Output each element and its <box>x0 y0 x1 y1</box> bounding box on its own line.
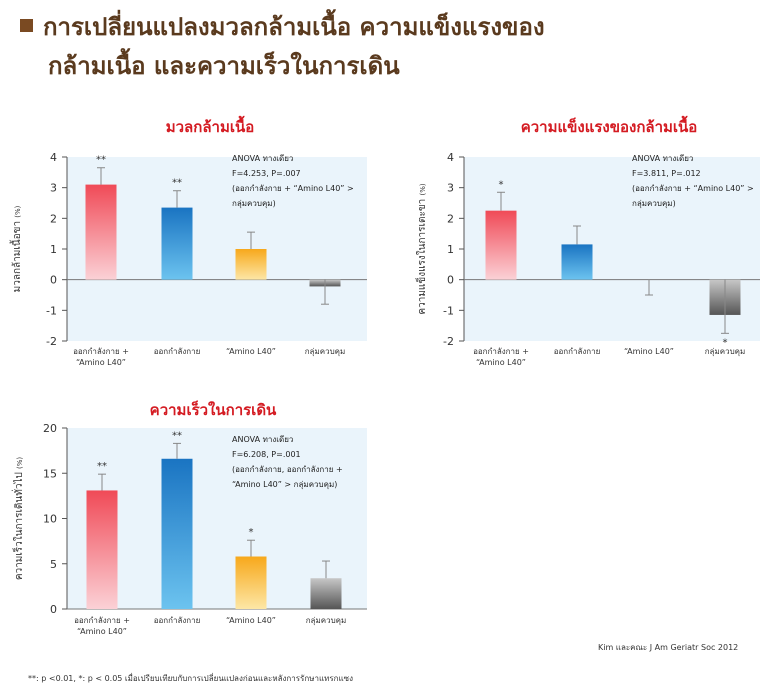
y-axis-label: ความแข็งแรงในการเตะขา (%) <box>414 183 428 314</box>
y-tick-label: 3 <box>447 182 454 195</box>
y-tick-label: 0 <box>50 603 57 616</box>
y-tick-label: 10 <box>43 513 57 526</box>
bar <box>161 458 193 609</box>
plot-area <box>67 157 367 341</box>
anova-annotation: “Amino L40” > กลุ่มควบคุม) <box>232 480 337 489</box>
x-tick-label: ออกกำลังกาย <box>154 616 201 625</box>
muscle-mass-chart: มวลกล้ามเนื้อ 4 3 2 1 0 -1 -2 มวลกล้ามเนื้อขา (%… <box>9 115 367 367</box>
bar <box>310 578 342 609</box>
y-tick-label: 4 <box>50 151 57 164</box>
y-tick-label: 1 <box>50 243 57 256</box>
y-tick-label: 2 <box>50 212 57 225</box>
y-tick-label: -1 <box>443 304 454 317</box>
walking-speed-chart: ความเร็วในการเดิน 20 15 10 5 0 ความเร็วในการเด… <box>11 400 367 636</box>
x-tick-label: ออกกำลังกาย <box>554 347 601 356</box>
bar <box>561 244 593 280</box>
y-tick-label: 0 <box>50 274 57 287</box>
y-tick-label: 5 <box>50 558 57 571</box>
x-tick-label: ออกกำลังกาย + <box>74 616 130 625</box>
y-tick-label: 1 <box>447 243 454 256</box>
y-tick-label: 20 <box>43 422 57 435</box>
anova-annotation: กลุ่มควบคุม) <box>632 199 676 208</box>
anova-annotation: ANOVA ทางเดียว <box>232 435 293 444</box>
anova-annotation: F=3.811, P=.012 <box>632 169 701 178</box>
bar <box>85 184 117 280</box>
bar <box>235 249 267 280</box>
anova-annotation: (ออกกำลังกาย, ออกกำลังกาย + <box>232 465 343 474</box>
anova-annotation: (ออกกำลังกาย + “Amino L40” > <box>632 184 754 193</box>
x-tick-label: ออกกำลังกาย <box>154 347 201 356</box>
x-tick-label: “Amino L40” <box>77 627 127 636</box>
bar <box>86 490 118 609</box>
title-line-2: กล้ามเนื้อ และความเร็วในการเดิน <box>48 52 400 80</box>
x-tick-label: “Amino L40” <box>76 358 126 367</box>
significance-marker: ** <box>172 430 182 441</box>
title-line-1: การเปลี่ยนแปลงมวลกล้ามเนื้อ ความแข็งแรงข… <box>43 13 545 41</box>
chart-title: ความแข็งแรงของกล้ามเนื้อ <box>521 115 698 136</box>
x-tick-label: กลุ่มควบคุม <box>305 347 346 356</box>
x-tick-label: ออกกำลังกาย + <box>473 347 529 356</box>
y-tick-label: 4 <box>447 151 454 164</box>
anova-annotation: กลุ่มควบคุม) <box>232 199 276 208</box>
y-axis-unit: (%) <box>14 205 22 217</box>
significance-marker: ** <box>172 178 182 189</box>
x-tick-label: “Amino L40” <box>476 358 526 367</box>
muscle-strength-chart: ความแข็งแรงของกล้ามเนื้อ 4 3 2 1 0 -1 -2 ความแข็… <box>414 115 760 367</box>
y-axis-unit: (%) <box>16 457 24 469</box>
footnote: **: p <0.01, *: p < 0.05 เมื่อเปรียบเทีย… <box>28 674 354 683</box>
significance-marker: ** <box>96 155 106 166</box>
chart-title: ความเร็วในการเดิน <box>150 400 277 419</box>
significance-marker: * <box>499 179 504 190</box>
chart-title: มวลกล้ามเนื้อ <box>166 115 254 136</box>
y-tick-label: -2 <box>443 335 454 348</box>
bar <box>485 210 517 280</box>
x-tick-label: กลุ่มควบคุม <box>306 616 347 625</box>
x-tick-label: “Amino L40” <box>226 347 276 356</box>
anova-annotation: (ออกกำลังกาย + “Amino L40” > <box>232 184 354 193</box>
x-tick-label: “Amino L40” <box>624 347 674 356</box>
x-tick-label: ออกกำลังกาย + <box>73 347 129 356</box>
y-tick-label: 0 <box>447 274 454 287</box>
y-axis-unit: (%) <box>419 183 427 195</box>
anova-annotation: ANOVA ทางเดียว <box>232 154 293 163</box>
anova-annotation: F=4.253, P=.007 <box>232 169 301 178</box>
bar <box>235 556 267 609</box>
citation: Kim และคณะ J Am Geriatr Soc 2012 <box>598 643 739 652</box>
y-tick-label: -2 <box>46 335 57 348</box>
page-title: การเปลี่ยนแปลงมวลกล้ามเนื้อ ความแข็งแรงข… <box>20 8 765 86</box>
significance-marker: * <box>723 337 728 348</box>
y-tick-label: 15 <box>43 467 57 480</box>
significance-marker: ** <box>97 461 107 472</box>
bar <box>161 207 193 280</box>
y-tick-label: -1 <box>46 304 57 317</box>
x-tick-label: กลุ่มควบคุม <box>705 347 746 356</box>
y-axis-label: ความเร็วในการเดินทั่วไป (%) <box>11 457 25 581</box>
x-tick-label: “Amino L40” <box>226 616 276 625</box>
anova-annotation: F=6.208, P=.001 <box>232 450 301 459</box>
title-bullet-icon <box>20 18 33 32</box>
y-tick-label: 3 <box>50 182 57 195</box>
y-tick-label: 2 <box>447 212 454 225</box>
y-axis-label: มวลกล้ามเนื้อขา (%) <box>9 205 23 292</box>
significance-marker: * <box>249 527 254 538</box>
anova-annotation: ANOVA ทางเดียว <box>632 154 693 163</box>
